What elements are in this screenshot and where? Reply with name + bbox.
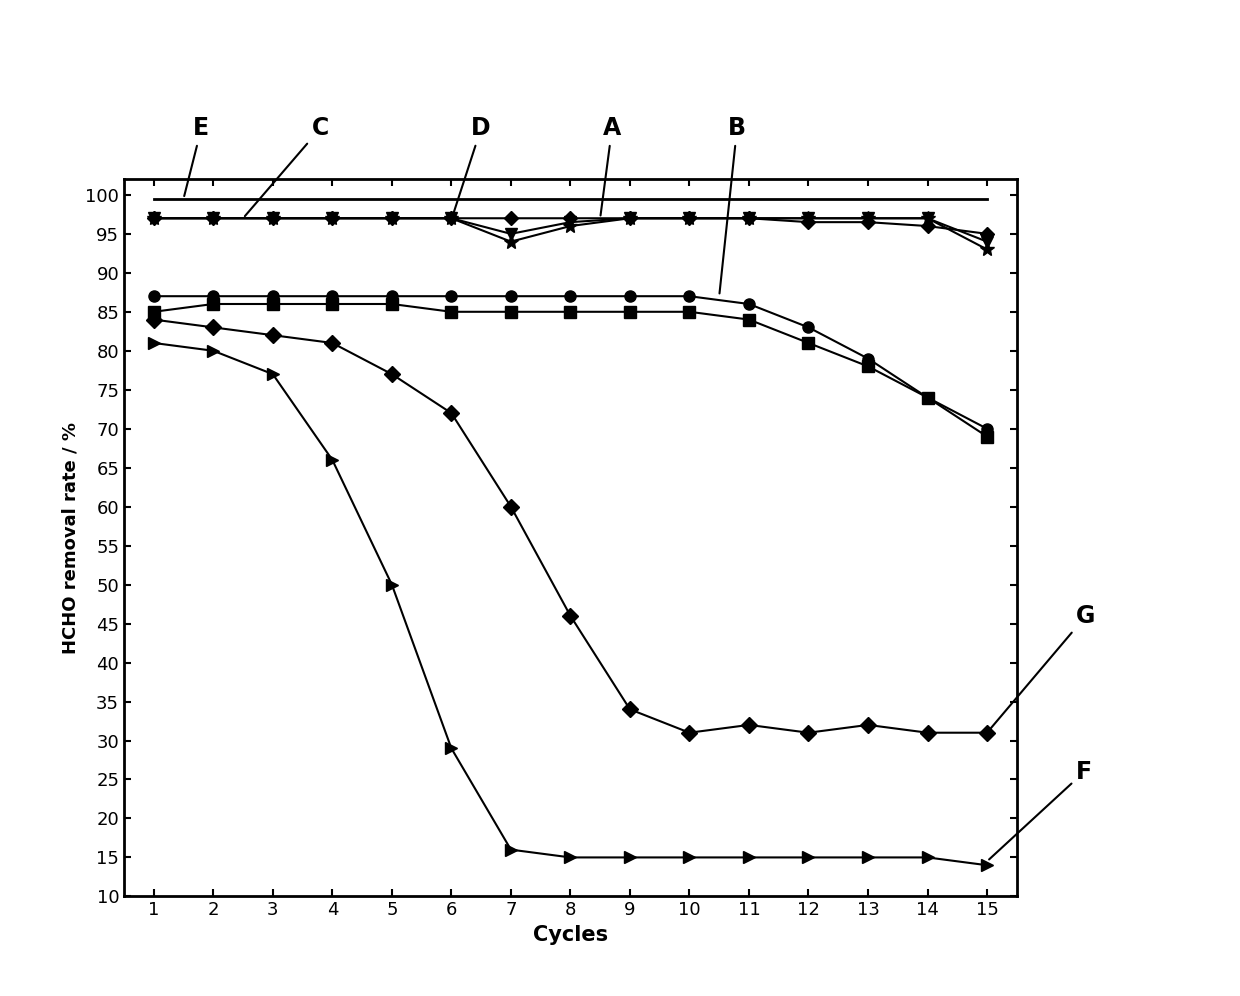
- Text: F: F: [990, 760, 1092, 860]
- Text: D: D: [453, 117, 491, 217]
- X-axis label: Cycles: Cycles: [533, 925, 608, 945]
- Text: B: B: [719, 117, 746, 294]
- Text: E: E: [185, 117, 210, 196]
- Y-axis label: HCHO removal rate / %: HCHO removal rate / %: [62, 422, 79, 653]
- Text: G: G: [988, 604, 1096, 731]
- Text: A: A: [600, 117, 621, 215]
- Text: C: C: [244, 117, 329, 216]
